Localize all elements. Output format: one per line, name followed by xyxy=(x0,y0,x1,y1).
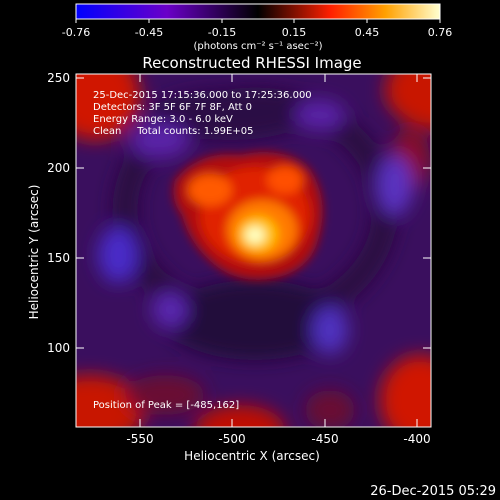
footer-timestamp: 26-Dec-2015 05:29 xyxy=(370,484,496,499)
plot-frame xyxy=(75,73,432,428)
y-tick-label: 100 xyxy=(47,341,70,355)
x-axis-ticks xyxy=(139,74,418,427)
x-axis-label: Heliocentric X (arcsec) xyxy=(184,449,320,463)
y-axis-label: Heliocentric Y (arcsec) xyxy=(27,185,41,320)
y-tick-label: 150 xyxy=(47,251,70,265)
x-tick-label: -450 xyxy=(311,432,338,446)
colorbar-tick: 0.76 xyxy=(428,26,453,39)
rhessi-image xyxy=(76,74,431,427)
colorbar-tick: 0.15 xyxy=(282,26,307,39)
y-tick-label: 200 xyxy=(47,161,70,175)
energy-range-annotation: Energy Range: 3.0 - 6.0 keV xyxy=(93,114,233,125)
x-tick-label: -550 xyxy=(126,432,153,446)
colorbar-tick: -0.45 xyxy=(135,26,163,39)
colorbar-tick: 0.45 xyxy=(355,26,380,39)
colorbar-gradient xyxy=(75,3,441,20)
colorbar-units: (photons cm⁻² s⁻¹ asec⁻²) xyxy=(193,41,322,52)
plot-title: Reconstructed RHESSI Image xyxy=(142,54,361,72)
clean-counts-annotation: Clean Total counts: 1.99E+05 xyxy=(93,126,253,137)
detectors-annotation: Detectors: 3F 5F 6F 7F 8F, Att 0 xyxy=(93,102,252,113)
y-tick-label: 250 xyxy=(47,71,70,85)
time-range-annotation: 25-Dec-2015 17:15:36.000 to 17:25:36.000 xyxy=(93,90,312,101)
colorbar-tick: -0.15 xyxy=(208,26,236,39)
x-tick-label: -400 xyxy=(403,432,430,446)
colorbar-tick: -0.76 xyxy=(62,26,90,39)
peak-position-annotation: Position of Peak = [-485,162] xyxy=(93,400,239,411)
y-axis-ticks xyxy=(76,77,431,349)
x-tick-label: -500 xyxy=(218,432,245,446)
colorbar: -0.76 -0.45 -0.15 0.15 0.45 0.76 (photon… xyxy=(62,3,453,52)
